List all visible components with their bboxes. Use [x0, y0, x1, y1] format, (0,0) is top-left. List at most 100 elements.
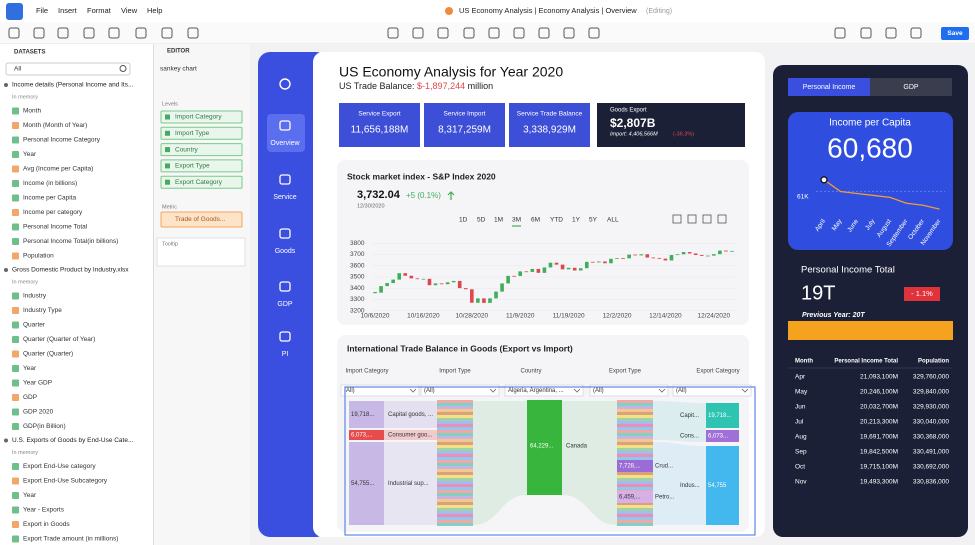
menu-item[interactable]: View [121, 6, 138, 15]
level-label[interactable]: Export Type [175, 163, 210, 170]
range-button[interactable]: 3M [512, 217, 521, 224]
toolbar-button[interactable] [108, 27, 120, 39]
filter-value[interactable]: (All) [593, 388, 604, 394]
toolbar-button[interactable] [33, 27, 45, 39]
field-item[interactable]: Year GDP [23, 380, 52, 387]
filter-dropdown[interactable] [589, 384, 669, 397]
field-item[interactable]: Year [23, 492, 37, 499]
level-chip[interactable] [160, 110, 243, 124]
toolbar-button[interactable] [885, 27, 897, 39]
nav-icon[interactable] [279, 174, 291, 185]
level-label[interactable]: Country [175, 146, 199, 153]
save-label[interactable]: Save [947, 30, 963, 37]
field-item[interactable]: Month (Month of Year) [23, 122, 87, 129]
field-item[interactable]: Quarter [23, 322, 46, 329]
metric-label[interactable]: Trade of Goods... [175, 216, 226, 223]
toolbar-button[interactable] [834, 27, 846, 39]
app-logo[interactable] [6, 3, 23, 20]
toolbar-button[interactable] [860, 27, 872, 39]
nav-icon[interactable] [279, 120, 291, 131]
menu-item[interactable]: Help [147, 6, 162, 15]
filter-box[interactable] [5, 62, 131, 76]
field-item[interactable]: Year [23, 365, 37, 372]
nav-icon[interactable] [279, 281, 291, 292]
field-item[interactable]: GDP(in Billion) [23, 423, 66, 430]
group-title[interactable]: Income details (Personal Income and Its.… [12, 82, 134, 89]
toolbar-button[interactable] [135, 27, 147, 39]
tab-label[interactable]: Personal Income [803, 84, 856, 91]
field-item[interactable]: Export End-Use Subcategory [23, 478, 108, 485]
toolbar-button[interactable] [387, 27, 399, 39]
filter-value[interactable]: (All) [344, 388, 355, 394]
filter-value[interactable]: All [14, 66, 22, 73]
range-button[interactable]: 1D [459, 217, 468, 224]
range-button[interactable]: ALL [607, 217, 619, 224]
field-item[interactable]: Export End-Use category [23, 463, 96, 470]
field-item[interactable]: Personal Income Category [23, 137, 101, 144]
field-item[interactable]: Year [23, 151, 37, 158]
nav-label[interactable]: Goods [275, 248, 296, 255]
chart-tool[interactable] [717, 214, 727, 224]
filter-dropdown[interactable] [340, 384, 420, 397]
save-button[interactable] [941, 27, 969, 40]
field-item[interactable]: GDP 2020 [23, 409, 54, 416]
menu-item[interactable]: Format [87, 6, 112, 15]
filter-dropdown[interactable] [672, 384, 752, 397]
chart-tool[interactable] [687, 214, 697, 224]
field-item[interactable]: Industry [23, 293, 47, 300]
tab[interactable] [788, 78, 870, 96]
field-item[interactable]: Month [23, 108, 41, 115]
range-button[interactable]: 1M [494, 217, 503, 224]
range-button[interactable]: 5D [477, 217, 486, 224]
group-title[interactable]: Gross Domestic Product by Industry.xlsx [12, 267, 129, 274]
nav-icon[interactable] [279, 228, 291, 239]
field-item[interactable]: Income per category [23, 209, 83, 216]
filter-value[interactable]: (All) [676, 388, 687, 394]
toolbar-button[interactable] [412, 27, 424, 39]
toolbar-button[interactable] [910, 27, 922, 39]
toolbar-button[interactable] [488, 27, 500, 39]
chart-tool[interactable] [672, 214, 682, 224]
toolbar-button[interactable] [563, 27, 575, 39]
toolbar-button[interactable] [161, 27, 173, 39]
metric-chip[interactable] [160, 211, 243, 228]
field-item[interactable]: Personal Income Total [23, 224, 88, 231]
field-item[interactable]: GDP [23, 394, 37, 401]
nav-label[interactable]: GDP [277, 301, 293, 308]
level-label[interactable]: Import Type [175, 130, 210, 137]
nav-label[interactable]: Service [273, 194, 296, 201]
menu-item[interactable]: Insert [58, 6, 78, 15]
filter-dropdown[interactable] [504, 384, 584, 397]
toolbar-button[interactable] [83, 27, 95, 39]
range-button[interactable]: 6M [531, 217, 540, 224]
tab-label[interactable]: GDP [903, 84, 919, 91]
chart-tool[interactable] [702, 214, 712, 224]
field-item[interactable]: Year - Exports [23, 507, 65, 514]
range-button[interactable]: YTD [550, 217, 563, 224]
level-chip[interactable] [160, 126, 243, 140]
toolbar-button[interactable] [513, 27, 525, 39]
filter-dropdown[interactable] [420, 384, 500, 397]
field-item[interactable]: Income (in billions) [23, 180, 77, 187]
level-label[interactable]: Import Category [175, 114, 222, 121]
nav-label[interactable]: Overview [270, 140, 300, 147]
toolbar-button[interactable] [8, 27, 20, 39]
filter-value[interactable]: (All) [424, 388, 435, 394]
toolbar-button[interactable] [588, 27, 600, 39]
toolbar-button[interactable] [463, 27, 475, 39]
range-button[interactable]: 5Y [589, 217, 598, 224]
field-item[interactable]: Income per Capita [23, 195, 76, 202]
nav-icon[interactable] [279, 331, 291, 342]
field-item[interactable]: Industry Type [23, 307, 62, 314]
nav-label[interactable]: PI [282, 351, 289, 358]
level-chip[interactable] [160, 143, 243, 157]
field-item[interactable]: Personal Income Total(in billions) [23, 238, 118, 245]
level-chip[interactable] [160, 159, 243, 173]
field-item[interactable]: Export Trade amount (in millions) [23, 536, 118, 543]
field-item[interactable]: Population [23, 253, 54, 260]
level-chip[interactable] [160, 175, 243, 189]
field-item[interactable]: Avg (Income per Capita) [23, 166, 93, 173]
toolbar-button[interactable] [538, 27, 550, 39]
group-title[interactable]: U.S. Exports of Goods by End-Use Cate... [12, 437, 134, 444]
toolbar-button[interactable] [57, 27, 69, 39]
